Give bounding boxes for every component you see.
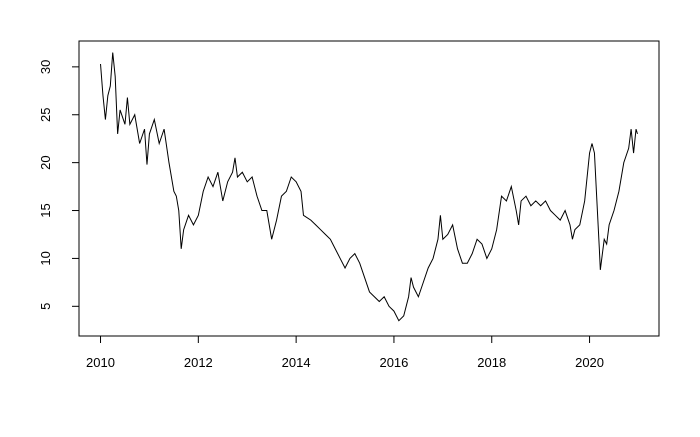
x-tick-label: 2014 bbox=[282, 355, 311, 370]
x-tick-label: 2012 bbox=[184, 355, 213, 370]
y-tick-label: 15 bbox=[38, 203, 53, 217]
y-tick-label: 25 bbox=[38, 108, 53, 122]
y-tick-label: 20 bbox=[38, 155, 53, 169]
x-tick-label: 2010 bbox=[86, 355, 115, 370]
series-line bbox=[100, 52, 638, 322]
x-tick-label: 2016 bbox=[379, 355, 408, 370]
y-tick-label: 30 bbox=[38, 60, 53, 74]
x-tick-label: 2020 bbox=[575, 355, 604, 370]
x-tick-label: 2018 bbox=[477, 355, 506, 370]
y-tick-label: 10 bbox=[38, 251, 53, 265]
y-tick-label: 5 bbox=[38, 303, 53, 310]
